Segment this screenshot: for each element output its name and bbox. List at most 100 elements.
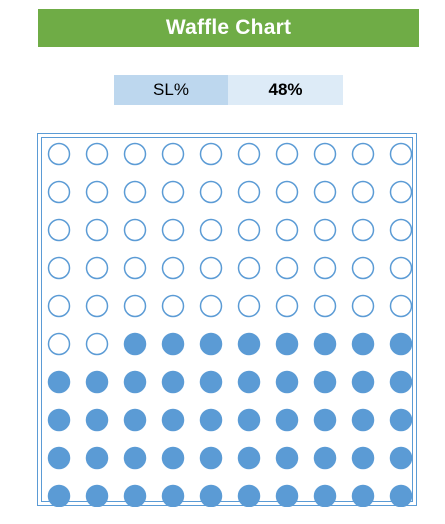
waffle-dot-filled bbox=[351, 370, 375, 394]
waffle-dot-empty bbox=[85, 256, 109, 280]
waffle-dot-empty bbox=[47, 180, 71, 204]
waffle-dot-filled bbox=[389, 484, 413, 507]
waffle-dot-filled bbox=[389, 446, 413, 470]
waffle-dot-filled bbox=[351, 408, 375, 432]
waffle-dot-filled bbox=[199, 408, 223, 432]
waffle-dot-filled bbox=[85, 484, 109, 507]
waffle-dot-filled bbox=[275, 446, 299, 470]
waffle-dot-filled bbox=[275, 332, 299, 356]
waffle-dot-empty bbox=[85, 142, 109, 166]
waffle-dot-empty bbox=[85, 218, 109, 242]
waffle-dot-empty bbox=[389, 142, 413, 166]
waffle-dot-filled bbox=[199, 370, 223, 394]
waffle-dot-filled bbox=[237, 484, 261, 507]
waffle-dot-empty bbox=[123, 256, 147, 280]
waffle-dot-filled bbox=[275, 408, 299, 432]
kpi-value: 48% bbox=[228, 75, 343, 105]
waffle-dot-empty bbox=[313, 294, 337, 318]
waffle-grid bbox=[37, 133, 417, 507]
waffle-dot-empty bbox=[389, 218, 413, 242]
waffle-dot-empty bbox=[389, 180, 413, 204]
waffle-dot-empty bbox=[85, 180, 109, 204]
waffle-dot-filled bbox=[313, 484, 337, 507]
waffle-dot-empty bbox=[275, 180, 299, 204]
waffle-dot-filled bbox=[123, 484, 147, 507]
waffle-dot-empty bbox=[161, 142, 185, 166]
waffle-dot-empty bbox=[237, 294, 261, 318]
waffle-dot-empty bbox=[47, 332, 71, 356]
waffle-dot-empty bbox=[275, 142, 299, 166]
waffle-dot-empty bbox=[237, 218, 261, 242]
waffle-dot-empty bbox=[85, 294, 109, 318]
waffle-dot-empty bbox=[161, 218, 185, 242]
waffle-dot-filled bbox=[313, 446, 337, 470]
waffle-dot-filled bbox=[351, 446, 375, 470]
waffle-dot-filled bbox=[389, 408, 413, 432]
waffle-dot-filled bbox=[275, 484, 299, 507]
waffle-dot-empty bbox=[123, 180, 147, 204]
waffle-dot-filled bbox=[199, 484, 223, 507]
waffle-dot-empty bbox=[161, 256, 185, 280]
waffle-dot-filled bbox=[389, 332, 413, 356]
waffle-dot-filled bbox=[275, 370, 299, 394]
waffle-dot-filled bbox=[313, 408, 337, 432]
waffle-dot-empty bbox=[351, 180, 375, 204]
waffle-dot-empty bbox=[47, 294, 71, 318]
waffle-dot-filled bbox=[237, 408, 261, 432]
waffle-dot-filled bbox=[47, 408, 71, 432]
waffle-dot-filled bbox=[123, 446, 147, 470]
waffle-dot-empty bbox=[161, 180, 185, 204]
waffle-dot-filled bbox=[47, 370, 71, 394]
waffle-dot-empty bbox=[123, 142, 147, 166]
waffle-dot-filled bbox=[85, 446, 109, 470]
waffle-dot-filled bbox=[123, 408, 147, 432]
waffle-dot-empty bbox=[275, 218, 299, 242]
waffle-dot-empty bbox=[351, 218, 375, 242]
waffle-dot-empty bbox=[47, 142, 71, 166]
waffle-dot-filled bbox=[237, 370, 261, 394]
waffle-dot-empty bbox=[275, 256, 299, 280]
kpi-box: SL% 48% bbox=[114, 75, 343, 105]
waffle-dot-empty bbox=[199, 294, 223, 318]
waffle-dot-filled bbox=[123, 332, 147, 356]
waffle-dot-empty bbox=[351, 256, 375, 280]
waffle-inner-border bbox=[41, 137, 413, 502]
waffle-dot-filled bbox=[351, 484, 375, 507]
waffle-dot-empty bbox=[85, 332, 109, 356]
waffle-dot-empty bbox=[199, 180, 223, 204]
waffle-dot-filled bbox=[47, 484, 71, 507]
waffle-dot-empty bbox=[237, 142, 261, 166]
waffle-dot-empty bbox=[351, 142, 375, 166]
waffle-dot-empty bbox=[47, 218, 71, 242]
waffle-dot-empty bbox=[313, 142, 337, 166]
waffle-dot-filled bbox=[161, 332, 185, 356]
waffle-dot-filled bbox=[161, 484, 185, 507]
waffle-dot-filled bbox=[199, 446, 223, 470]
waffle-dot-empty bbox=[351, 294, 375, 318]
kpi-label: SL% bbox=[114, 75, 228, 105]
waffle-dot-filled bbox=[161, 370, 185, 394]
waffle-dot-empty bbox=[389, 294, 413, 318]
waffle-dot-empty bbox=[275, 294, 299, 318]
waffle-dot-empty bbox=[199, 218, 223, 242]
waffle-dot-filled bbox=[313, 332, 337, 356]
waffle-dot-filled bbox=[199, 332, 223, 356]
waffle-dot-filled bbox=[237, 446, 261, 470]
waffle-dot-empty bbox=[161, 294, 185, 318]
waffle-dot-filled bbox=[123, 370, 147, 394]
waffle-dot-filled bbox=[313, 370, 337, 394]
waffle-dot-empty bbox=[199, 256, 223, 280]
waffle-dot-empty bbox=[313, 180, 337, 204]
waffle-dot-empty bbox=[199, 142, 223, 166]
waffle-dot-empty bbox=[389, 256, 413, 280]
waffle-dot-empty bbox=[237, 180, 261, 204]
waffle-dot-empty bbox=[123, 218, 147, 242]
waffle-svg bbox=[47, 142, 413, 507]
waffle-dot-empty bbox=[313, 218, 337, 242]
waffle-dot-filled bbox=[161, 446, 185, 470]
chart-title: Waffle Chart bbox=[38, 9, 419, 47]
waffle-dot-filled bbox=[85, 370, 109, 394]
waffle-dot-filled bbox=[85, 408, 109, 432]
waffle-dot-empty bbox=[237, 256, 261, 280]
waffle-dot-filled bbox=[389, 370, 413, 394]
